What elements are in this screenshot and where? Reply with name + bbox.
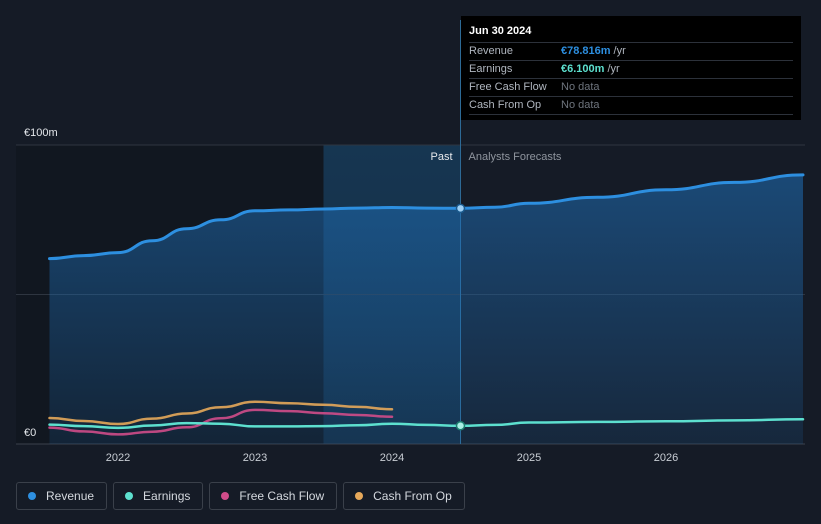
- legend-dot-icon: [28, 492, 36, 500]
- revenue-marker: [455, 203, 466, 214]
- x-tick-label: 2023: [243, 452, 267, 464]
- tooltip-date: Jun 30 2024: [469, 24, 793, 43]
- tooltip-row-free-cash-flow: Free Cash Flow No data: [469, 79, 793, 97]
- y-tick-label: €100m: [24, 127, 58, 139]
- legend-item-revenue[interactable]: Revenue: [16, 482, 108, 510]
- tooltip: Jun 30 2024 Revenue €78.816m /yr Earning…: [461, 16, 801, 120]
- series-line-revenue: [48, 173, 805, 261]
- legend-dot-icon: [125, 492, 134, 500]
- revenue-area: [49, 174, 803, 444]
- tooltip-value: €6.100m: [561, 63, 605, 75]
- legend-dot-icon: [355, 492, 364, 500]
- tooltip-unit: /yr: [607, 63, 620, 75]
- legend-item-free-cash-flow[interactable]: Free Cash Flow: [209, 482, 338, 510]
- legend-item-earnings[interactable]: Earnings: [113, 482, 204, 510]
- tooltip-row-cash-from-op: Cash From Op No data: [469, 97, 793, 115]
- x-tick-label: 2026: [654, 452, 678, 464]
- tooltip-label: Earnings: [469, 63, 513, 75]
- earnings-marker: [455, 421, 466, 431]
- legend-label: Earnings: [143, 489, 191, 503]
- x-tick-label: 2022: [106, 452, 130, 464]
- x-tick-label: 2024: [380, 452, 404, 464]
- legend: Revenue Earnings Free Cash Flow Cash Fro…: [16, 482, 465, 510]
- legend-dot-icon: [221, 492, 230, 500]
- past-label: Past: [430, 151, 452, 163]
- legend-item-cash-from-op[interactable]: Cash From Op: [343, 482, 465, 510]
- tooltip-unit: /yr: [613, 45, 626, 57]
- forecast-label: Analysts Forecasts: [469, 151, 562, 163]
- legend-label: Cash From Op: [373, 489, 452, 503]
- tooltip-label: Revenue: [469, 45, 514, 57]
- x-tick-label: 2025: [517, 452, 541, 464]
- tooltip-value: No data: [561, 81, 600, 93]
- tooltip-row-earnings: Earnings €6.100m /yr: [469, 61, 793, 79]
- series-line-earnings: [48, 417, 805, 430]
- y-tick-label: €0: [24, 427, 36, 439]
- tooltip-row-revenue: Revenue €78.816m /yr: [469, 43, 793, 61]
- tooltip-label: Cash From Op: [469, 99, 542, 111]
- series-line-free-cash-flow: [48, 408, 394, 436]
- series-line-cash-from-op: [48, 400, 394, 426]
- tooltip-label: Free Cash Flow: [469, 81, 547, 93]
- tooltip-value: No data: [561, 99, 600, 111]
- legend-label: Revenue: [46, 489, 95, 503]
- tooltip-value: €78.816m: [561, 45, 611, 57]
- legend-label: Free Cash Flow: [239, 489, 325, 503]
